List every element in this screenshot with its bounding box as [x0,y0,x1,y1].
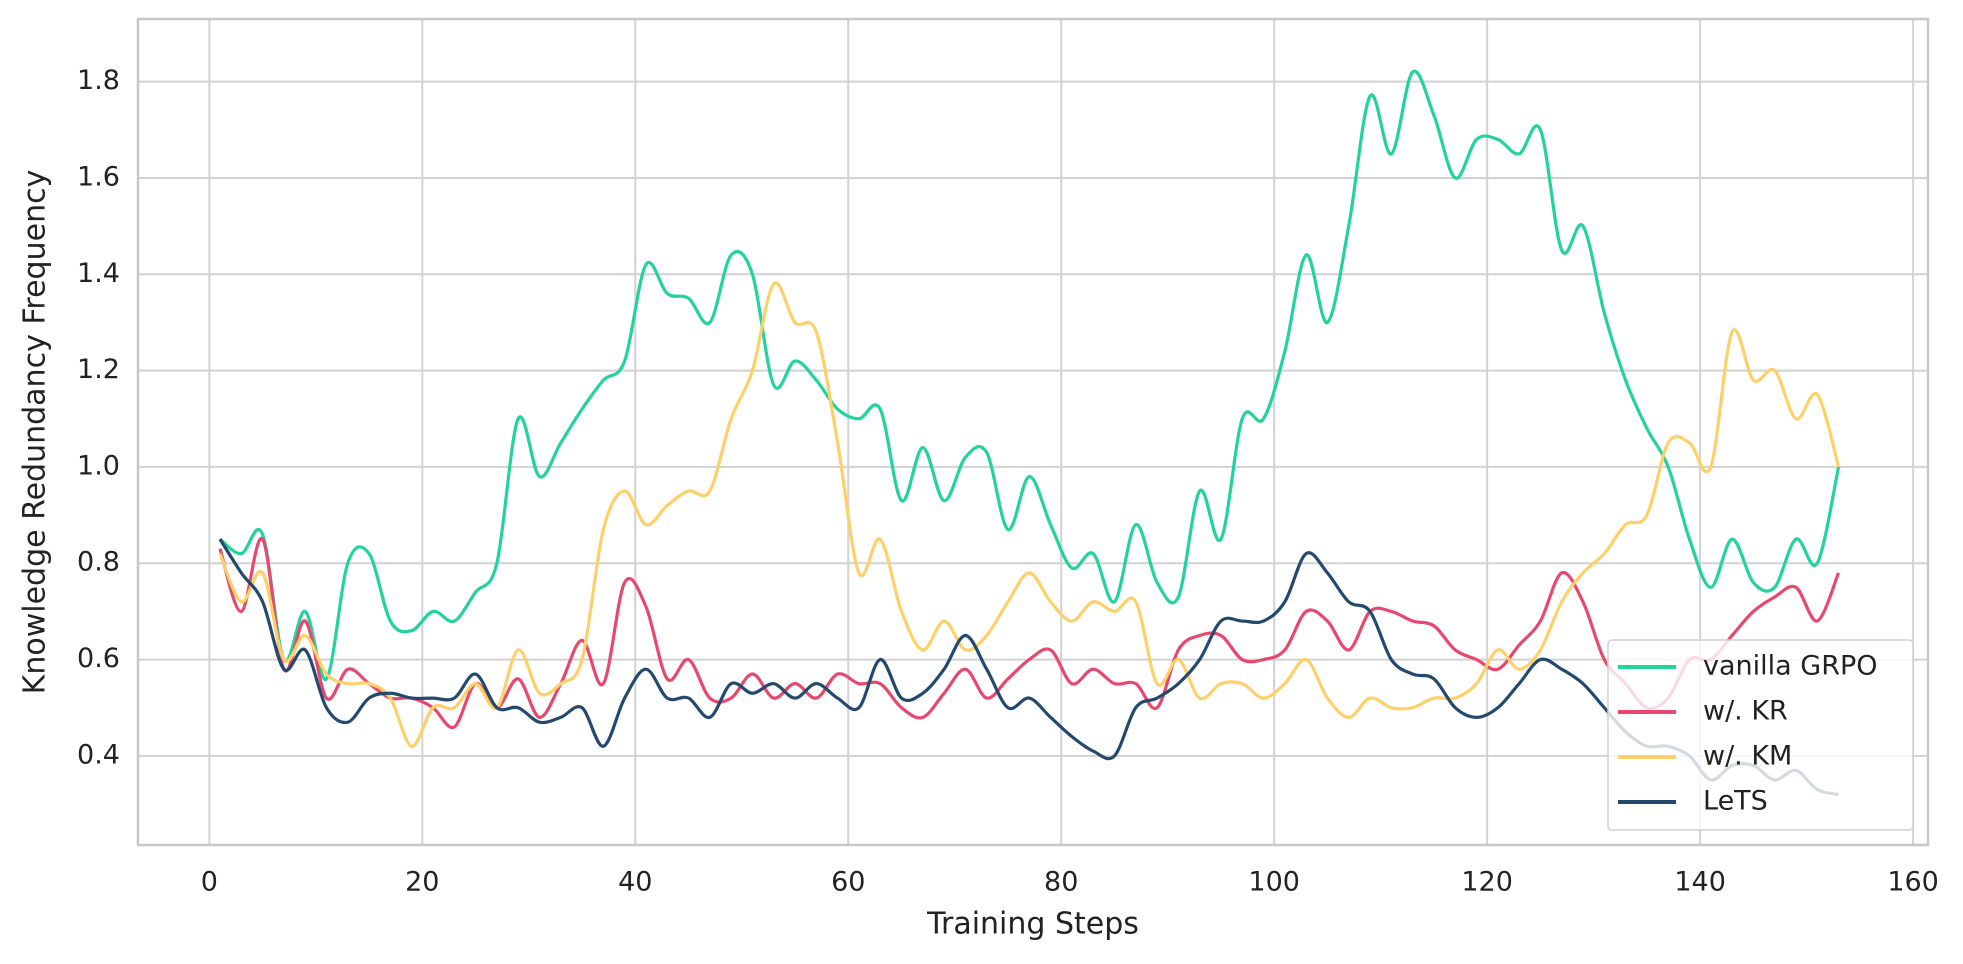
legend-label: w/. KM [1703,741,1792,772]
x-tick-label: 40 [618,867,652,898]
x-tick-label: 140 [1674,867,1726,898]
series-line [218,69,1841,681]
x-tick-label: 120 [1461,867,1513,898]
y-tick-label: 0.4 [77,739,120,770]
y-tick-label: 0.8 [77,547,120,578]
x-axis-label: Training Steps [926,907,1139,942]
plot-frame [136,17,1930,847]
x-tick-label: 80 [1044,867,1078,898]
y-tick-label: 1.0 [77,450,120,481]
x-tick-label: 20 [405,867,439,898]
x-tick-label: 0 [201,867,218,898]
legend-box [1607,639,1914,831]
y-tick-label: 1.8 [77,65,120,96]
x-tick-label: 160 [1887,867,1939,898]
legend-label: w/. KR [1703,696,1788,727]
y-axis-label: Knowledge Redundancy Frequency [18,170,53,695]
y-tick-label: 0.6 [77,643,120,674]
x-tick-label: 60 [831,867,865,898]
series-line [218,538,1839,797]
y-tick-label: 1.2 [77,354,120,385]
x-tick-label: 100 [1248,867,1300,898]
legend-label: LeTS [1703,786,1768,817]
legend-label: vanilla GRPO [1703,651,1878,682]
y-tick-label: 1.4 [77,258,120,289]
y-tick-label: 1.6 [77,161,120,192]
